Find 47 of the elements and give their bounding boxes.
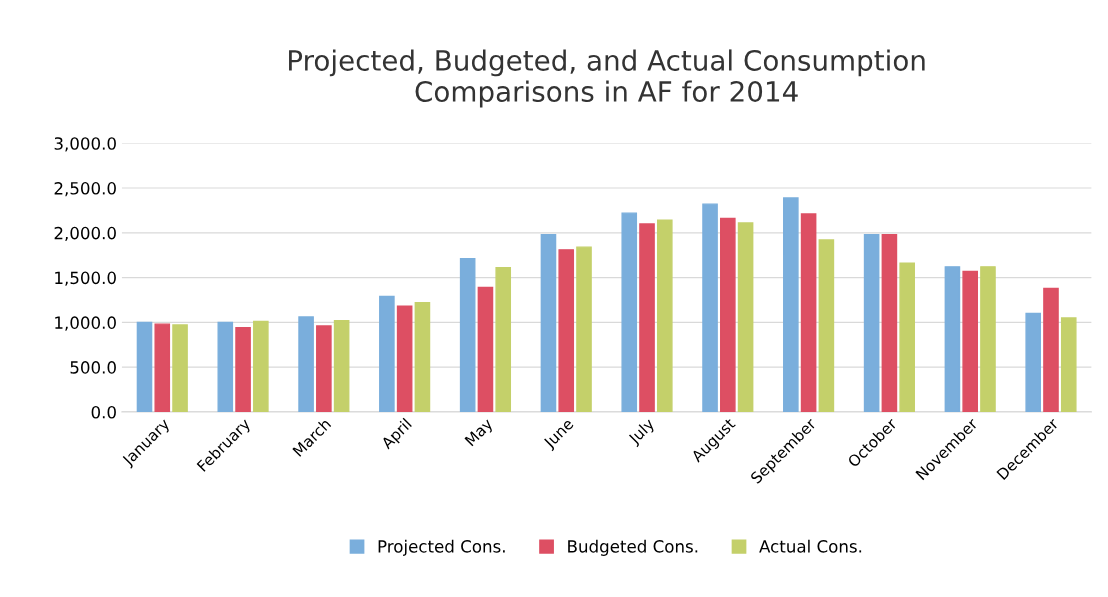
bar bbox=[656, 219, 673, 412]
y-tick-label: 500.0 bbox=[70, 361, 116, 374]
bar bbox=[477, 286, 494, 412]
bar bbox=[800, 213, 817, 412]
bar bbox=[621, 212, 638, 412]
bar bbox=[459, 258, 476, 412]
bar bbox=[944, 266, 961, 412]
bar bbox=[1043, 287, 1059, 412]
bar bbox=[540, 233, 557, 412]
bar bbox=[414, 301, 431, 412]
bar bbox=[737, 222, 754, 412]
bar bbox=[639, 223, 655, 412]
y-tick-label: 0.0 bbox=[91, 405, 116, 419]
bar bbox=[702, 203, 718, 412]
bar bbox=[1025, 312, 1042, 412]
bar bbox=[962, 270, 978, 412]
bar bbox=[316, 325, 332, 412]
y-tick-label: 2,000.0 bbox=[54, 226, 116, 242]
bar bbox=[253, 320, 269, 412]
y-tick-label: 2,500.0 bbox=[54, 182, 116, 197]
bar bbox=[980, 266, 996, 412]
bar bbox=[558, 249, 575, 412]
bar bbox=[881, 233, 898, 412]
bar bbox=[1060, 317, 1077, 412]
bar bbox=[818, 239, 835, 412]
bar bbox=[235, 327, 251, 412]
bar bbox=[154, 323, 171, 412]
bar bbox=[899, 262, 915, 412]
bar bbox=[783, 197, 799, 412]
bar bbox=[298, 316, 314, 412]
legend-label: Projected Cons. bbox=[378, 539, 505, 556]
y-tick-label: 1,500.0 bbox=[55, 271, 116, 286]
bar bbox=[863, 233, 880, 412]
bar bbox=[720, 217, 736, 412]
legend-label: Budgeted Cons. bbox=[568, 539, 698, 556]
chart-title: Projected, Budgeted, and Actual Consumption Comparisons in AF for 2014 bbox=[289, 49, 925, 108]
bar bbox=[396, 305, 413, 412]
legend-label: Actual Cons. bbox=[759, 539, 862, 553]
bar bbox=[136, 321, 153, 412]
bar bbox=[217, 321, 234, 412]
y-tick-label: 1,000.0 bbox=[55, 316, 116, 331]
bar bbox=[379, 295, 395, 412]
bar bbox=[495, 267, 512, 412]
y-tick-label: 3,000.0 bbox=[54, 137, 116, 152]
bar bbox=[333, 319, 350, 412]
bar bbox=[172, 324, 188, 412]
bar bbox=[576, 246, 592, 412]
